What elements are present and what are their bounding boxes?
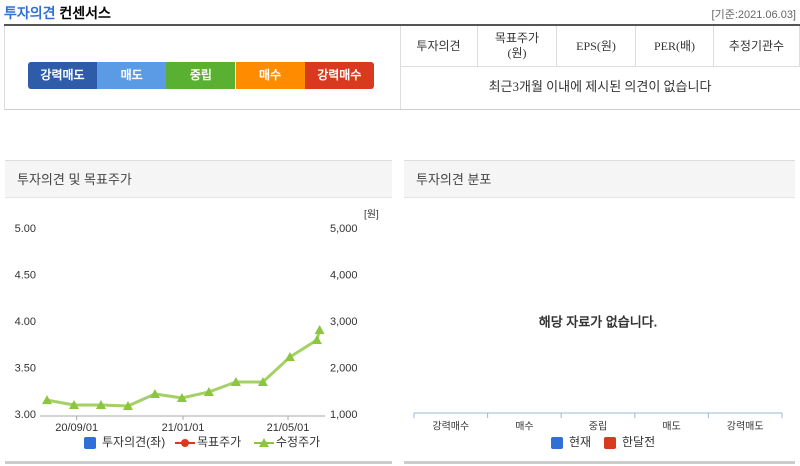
legend-marker [551,437,563,449]
column-header: PER(배) [636,26,714,66]
x-tick-label: 매도 [662,421,680,433]
point [122,400,133,410]
scale-button: 중립 [166,62,236,89]
point [42,395,52,405]
header: 투자의견 컨센서스 [4,3,111,23]
panel-title: 투자의견 및 목표주가 [5,160,392,198]
column-header: EPS(원) [557,26,636,66]
y2-tick-label: 5,000 [330,223,358,235]
column-header: 목표주가 (원) [478,26,557,66]
point [203,386,214,396]
point [230,376,241,386]
x-tick-label: 21/05/01 [267,422,310,434]
y2-unit: [원] [364,209,379,221]
annotation: 해당 자료가 없습니다. [539,314,657,329]
legend-label: 현재 [569,435,591,449]
y-tick-label: 5.00 [15,223,36,235]
point [95,400,106,410]
panel-bottom [5,461,392,464]
x-tick-label: 강력매도 [727,421,764,433]
legend-label: 투자의견(좌) [102,435,165,449]
y2-tick-label: 2,000 [330,362,358,374]
summary-box [4,26,800,110]
y-tick-label: 4.50 [15,269,36,281]
header-title: 투자의견 [4,5,56,21]
x-tick-label: 강력매수 [432,421,469,433]
legend-marker [604,437,616,449]
point [284,352,295,362]
legend-label: 목표주가 [197,435,241,449]
y2-tick-label: 3,000 [330,316,358,328]
series-line [46,329,322,408]
date: [기준:2021.06.03] [711,9,796,21]
y-tick-label: 3.50 [15,362,36,374]
panel-bottom [404,461,795,464]
panel-title: 투자의견 분포 [404,160,795,198]
table [400,26,800,109]
row-line [400,66,800,67]
point [68,400,79,410]
divider [4,24,800,26]
scale-button: 매수 [235,62,305,89]
legend-label: 한달전 [622,435,655,449]
point [314,324,325,334]
x-tick-label: 20/09/01 [55,422,98,434]
legend-label: 수정주가 [276,435,320,449]
scale-button: 매도 [97,62,167,89]
y-tick-label: 4.00 [15,316,36,328]
y2-tick-label: 1,000 [330,409,358,421]
legend-marker [84,437,96,449]
column-header: 투자의견 [400,26,478,66]
legend-marker [181,439,189,447]
y2-tick-label: 4,000 [330,269,358,281]
point [149,388,160,398]
point [257,376,268,386]
scale-button: 강력매수 [304,62,374,89]
x-tick-label: 21/01/01 [162,422,205,434]
legend-marker [259,438,269,447]
scale-button: 강력매도 [28,62,97,89]
point [311,334,322,344]
x-tick-label: 중립 [589,420,607,433]
x-tick-label: 매수 [515,421,533,433]
point [176,392,187,402]
y-tick-label: 3.00 [15,409,36,421]
table-message: 최근3개월 이내에 제시된 의견이 없습니다 [488,79,712,94]
header-subtitle: 컨센서스 [59,5,111,21]
